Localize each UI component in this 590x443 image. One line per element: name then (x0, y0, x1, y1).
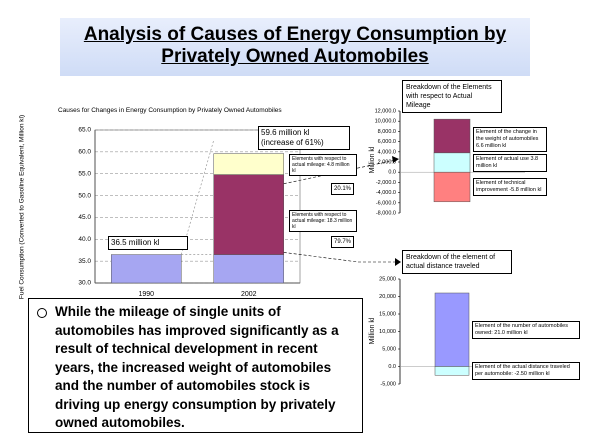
value-label: 6.6 million kl (476, 142, 507, 149)
bar-segment (433, 171, 471, 203)
y-tick-label: 2,000.0 (378, 159, 396, 165)
y-tick-label: 45.0 (78, 214, 91, 221)
name: Element of the actual distance traveled … (475, 363, 570, 377)
bar-segment (434, 292, 470, 367)
chart-title: Breakdown of the Elements with respect t… (402, 80, 502, 113)
annotation-line: 59.6 million kl (261, 128, 310, 137)
annotation: 20.1% (331, 183, 355, 195)
arrow-head (392, 156, 399, 163)
y-tick-label: -8,000.0 (376, 210, 396, 216)
y-tick-label: 65.0 (78, 127, 91, 134)
chart-title: Causes for Changes in Energy Consumption… (58, 107, 282, 114)
value-label: -2.50 million kl (514, 370, 550, 377)
y-tick-label: 6,000.0 (378, 139, 396, 145)
y-tick-label: 5,000 (382, 346, 396, 352)
segment-label: Element of the actual distance traveled … (472, 361, 580, 380)
bar-segment (213, 153, 284, 175)
y-tick-label: 15,000 (379, 311, 396, 317)
x-tick-label: 2002 (241, 291, 257, 298)
value-label: 3.8 million kl (476, 155, 539, 169)
name: Element of the change in the weight of a… (476, 128, 539, 142)
bar-segment (434, 366, 470, 376)
y-tick-label: -5,000 (380, 381, 396, 387)
bar-segment (433, 152, 471, 173)
name: Element of actual use (476, 155, 529, 162)
y-tick-label: 10,000 (379, 329, 396, 335)
y-tick-label: 8,000.0 (378, 129, 396, 135)
annotation: 36.5 million kl (108, 236, 188, 250)
annotation: 59.6 million kl (increase of 61%) (258, 126, 350, 150)
name: Element of the number of automobiles own… (475, 322, 568, 336)
arrow (283, 252, 359, 263)
plot-frame (94, 129, 301, 284)
value-label: 21.0 million kl (494, 329, 528, 336)
y-tick-label: 4,000.0 (378, 149, 396, 155)
y-tick-label: 30.0 (78, 280, 91, 287)
segment-label: Element of technical improvement -5.8 mi… (473, 177, 547, 196)
bar-segment (433, 118, 471, 154)
slide-title: Analysis of Causes of Energy Consumption… (60, 18, 530, 76)
name: Element of technical improvement (476, 179, 526, 193)
y-tick-label: 25,000 (379, 276, 396, 282)
bar-segment (213, 174, 284, 255)
bar-segment (213, 254, 284, 284)
y-tick-label: 35.0 (78, 258, 91, 265)
y-tick-label: 60.0 (78, 149, 91, 156)
y-axis-label: Million kl (369, 317, 376, 344)
y-tick-label: 50.0 (78, 192, 91, 199)
x-tick-label: 1990 (138, 291, 154, 298)
annotation: Elements with respect to actual mileage:… (289, 210, 357, 232)
annotation: 79.7% (331, 236, 355, 248)
y-tick-label: 0.0 (388, 364, 396, 370)
y-tick-label: 40.0 (78, 236, 91, 243)
y-tick-label: 12,000.0 (375, 108, 396, 114)
segment-label: Element of actual use 3.8 million kl (473, 153, 547, 172)
y-tick-label: 20,000 (379, 294, 396, 300)
y-tick-label: -4,000.0 (376, 190, 396, 196)
y-axis-label: Million kl (369, 146, 376, 173)
annotation: Elements with respect to actual mileage:… (289, 154, 357, 176)
y-tick-label: -6,000.0 (376, 200, 396, 206)
y-tick-label: 55.0 (78, 170, 91, 177)
y-tick-label: -2,000.0 (376, 180, 396, 186)
chart-title: Breakdown of the element of actual dista… (402, 250, 512, 274)
bar-segment (111, 254, 182, 284)
bullet-text: While the mileage of single units of aut… (28, 298, 363, 433)
y-tick-label: 10,000.0 (375, 119, 396, 125)
y-axis-label: Fuel Consumption (Converted to Gasoline … (19, 115, 26, 299)
segment-label: Element of the number of automobiles own… (472, 320, 580, 339)
value-label: -5.8 million kl (509, 186, 542, 193)
arrow-head (395, 258, 401, 266)
y-tick-label: 0.0 (388, 170, 396, 176)
segment-label: Element of the change in the weight of a… (473, 126, 547, 152)
annotation-line: (increase of 61%) (261, 138, 324, 147)
